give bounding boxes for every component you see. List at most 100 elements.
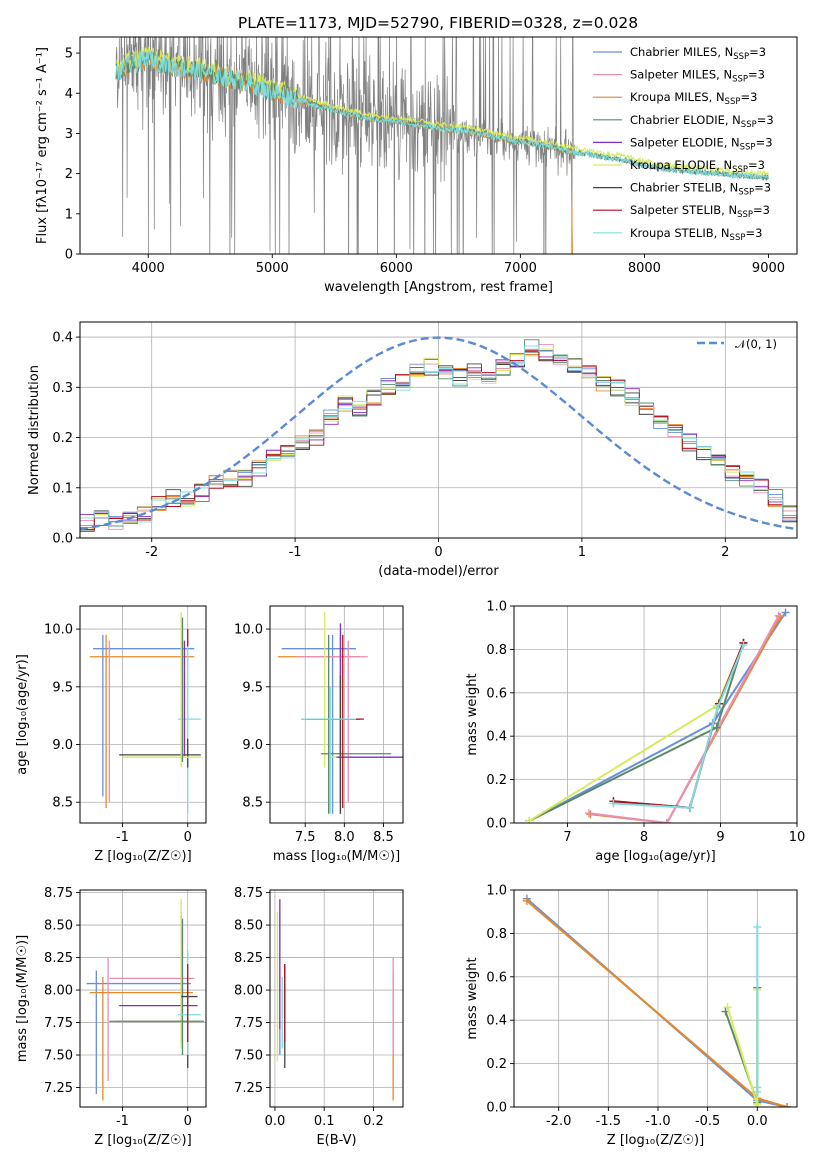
legend-entry: Salpeter STELIB, NSSP=3 [630,203,770,220]
y-tick-label: 9.0 [52,738,73,753]
weight-vs-Z-plot-area [514,890,797,1107]
mass-vs-EBV-plot-area [270,890,403,1107]
weight-line [613,644,745,809]
residual-histogram [80,345,797,538]
x-axis-label: (data-model)/error [378,564,499,579]
x-tick-label: -1 [289,545,302,560]
legend-entry: Kroupa MILES, NSSP=3 [630,90,757,107]
y-tick-label: 3 [65,127,73,142]
y-tick-label: 0.6 [486,970,507,985]
weight-line [613,642,745,809]
y-tick-label: 1.0 [486,884,507,899]
residuals-panel: -2 -1 0 1 2 0.0 0.1 0.2 0.3 0.4 (data-model)/error… [27,321,798,579]
y-tick-label: 8.00 [234,984,263,999]
weight-marker [774,611,783,620]
weight-marker [713,703,722,712]
x-tick-label: 5000 [256,261,289,276]
y-tick-label: 0.3 [52,381,73,396]
x-axis-label: Z [log₁₀(Z/Z☉)] [94,1133,191,1148]
weight-marker [753,1087,762,1096]
y-axis-label: mass weight [465,673,480,755]
y-tick-label: 8.00 [44,984,73,999]
y-tick-label: 0.0 [52,532,73,547]
x-tick-label: 7 [563,830,571,845]
y-axis-label: mass [log₁₀(M/M☉)] [15,935,30,1062]
axes-frame [513,605,798,824]
weight-marker [739,641,748,650]
x-tick-label: -1.0 [645,1114,670,1129]
x-tick-label: 8.5 [373,830,394,845]
legend-entry: Chabrier ELODIE, NSSP=3 [630,113,774,130]
observed-spectrum [115,37,577,254]
y-tick-label: 4 [65,87,73,102]
x-tick-label: 0 [434,545,442,560]
mass-vs-Z-panel: -1 0 7.25 7.50 7.75 8.00 8.25 8.50 8.75 Z [log₁₀(… [15,886,207,1148]
x-tick-label: 0 [184,1114,192,1129]
y-tick-label: 0.8 [486,643,507,658]
y-tick-label: 0.8 [486,927,507,942]
y-tick-label: 0.0 [486,1101,507,1116]
x-tick-label: 9000 [752,261,785,276]
normal-curve [80,336,797,531]
weight-marker [753,922,762,931]
age-vs-mass-plot-area [270,606,403,823]
weight-marker [662,819,671,823]
y-tick-label: 0.4 [486,1014,507,1029]
weight-marker [609,799,618,808]
y-axis-label: age [log₁₀(age/yr)] [15,654,30,775]
x-axis-label: Z [log₁₀(Z/Z☉)] [607,1133,704,1148]
weight-marker [525,816,534,823]
x-tick-label: 0.0 [265,1114,286,1129]
y-tick-label: 0.4 [52,331,73,346]
y-tick-label: 9.5 [242,680,263,695]
x-tick-label: 0.1 [314,1114,335,1129]
x-tick-label: 0.2 [363,1114,384,1129]
y-tick-label: 7.75 [234,1016,263,1031]
spectrum-panel: 4000 5000 6000 7000 8000 9000 0 1 2 3 4 5 wavelength… [35,36,798,295]
x-tick-label: 7000 [504,261,537,276]
y-axis-label: Normed distribution [27,365,42,495]
weight-marker [753,1100,762,1107]
x-axis-label: E(B-V) [316,1133,356,1148]
weight-marker [685,803,694,812]
y-tick-label: 1.0 [486,600,507,615]
x-tick-label: 6000 [380,261,413,276]
x-tick-label: -0.5 [695,1114,720,1129]
y-tick-label: 8.50 [234,919,263,934]
y-tick-label: 7.25 [234,1081,263,1096]
y-tick-label: 2 [65,167,73,182]
y-tick-label: 0.2 [52,431,73,446]
residuals-plot-area [80,322,797,538]
y-tick-label: 7.50 [44,1049,73,1064]
mass-vs-EBV-panel: 0.0 0.1 0.2 7.25 7.50 7.75 8.00 8.25 8.50 8.75 E(B… [234,886,404,1148]
x-tick-label: 1 [578,545,586,560]
x-axis-label: age [log₁₀(age/yr)] [595,849,716,864]
mass-vs-Z-plot-area [80,890,206,1107]
y-axis-label: mass weight [465,957,480,1039]
y-tick-label: 0.1 [52,481,73,496]
weight-marker [781,608,790,617]
weight-line [613,642,745,809]
weight-vs-age-panel: 7 8 9 10 0.0 0.2 0.4 0.6 0.8 1.0 age [log₁₀(age/yr… [465,600,805,865]
x-tick-label: -2 [145,545,158,560]
spectrum-legend: Chabrier MILES, NSSP=3 Salpeter MILES, NS… [593,45,774,243]
legend-entry: Salpeter ELODIE, NSSP=3 [630,135,773,152]
figure-title: PLATE=1173, MJD=52790, FIBERID=0328, z=0… [238,14,638,32]
y-tick-label: 7.25 [44,1081,73,1096]
y-tick-label: 8.75 [44,886,73,901]
x-tick-label: 8000 [628,261,661,276]
weight-vs-Z-panel: -2.0 -1.5 -1.0 -0.5 0.0 0.0 0.2 0.4 0.6 0.8 1.0 Z [… [465,884,798,1148]
x-tick-label: -1 [116,1114,129,1129]
x-tick-label: 8 [640,830,648,845]
legend-entry: Kroupa STELIB, NSSP=3 [630,226,762,243]
legend-entry: Salpeter MILES, NSSP=3 [630,68,765,85]
x-tick-label: -1 [116,830,129,845]
age-vs-Z-plot-area [80,606,206,823]
axes-frame [513,889,798,1108]
y-tick-label: 8.25 [44,951,73,966]
y-tick-label: 10.0 [234,623,263,638]
axes-frame [79,36,798,255]
y-tick-label: 9.0 [242,738,263,753]
y-tick-label: 10.0 [44,623,73,638]
